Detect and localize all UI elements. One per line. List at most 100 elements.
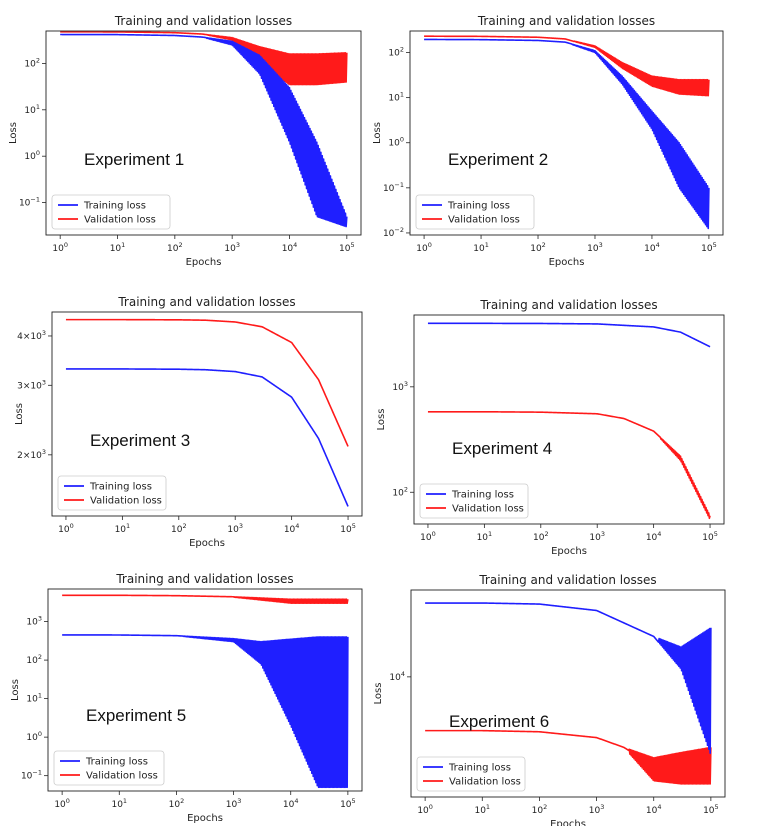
x-axis-label: Epochs (551, 546, 587, 557)
series-line-validation (423, 35, 710, 97)
y-axis-label: Loss (373, 683, 384, 705)
x-tick-label: 103 (587, 241, 603, 254)
experiment-label: Experiment 1 (84, 150, 184, 169)
chart-panel-4: Training and validation losses Epochs Loss… (376, 298, 725, 557)
series-line-validation (425, 729, 712, 785)
y-tick-label: 2×103 (17, 448, 46, 461)
plot-frame (51, 311, 363, 517)
series-line-validation (62, 594, 349, 604)
x-tick-label: 102 (533, 530, 549, 543)
x-tick-label: 104 (283, 797, 299, 810)
x-tick-label: 103 (589, 803, 605, 816)
y-tick-label: 102 (388, 46, 404, 59)
chart-panel-6: Training and validation losses Epochs Loss… (373, 573, 726, 826)
y-tick-label: 103 (26, 615, 42, 628)
plot-area (62, 594, 349, 789)
plot-area (65, 318, 349, 507)
x-tick-label: 105 (703, 803, 719, 816)
plot-frame (413, 314, 725, 525)
experiment-label: Experiment 4 (452, 439, 552, 458)
legend-label: Validation loss (86, 771, 158, 782)
plot-area (423, 35, 710, 230)
x-axis-label: Epochs (187, 813, 223, 824)
legend-label: Training loss (451, 490, 514, 501)
legend-box (415, 194, 535, 230)
plot-frame (45, 30, 362, 236)
x-tick-label: 102 (167, 241, 183, 254)
x-axis-label: Epochs (549, 257, 585, 268)
y-tick-label: 102 (392, 485, 408, 498)
legend: Training loss Validation loss (419, 483, 529, 519)
x-tick-label: 105 (339, 241, 355, 254)
x-tick-label: 101 (115, 522, 131, 535)
legend-box (416, 756, 526, 792)
series-line-validation (65, 318, 349, 447)
x-tick-label: 102 (171, 522, 187, 535)
x-tick-label: 101 (473, 241, 489, 254)
x-tick-label: 101 (474, 803, 490, 816)
legend: Training loss Validation loss (57, 475, 167, 511)
x-tick-label: 100 (54, 797, 70, 810)
legend-label: Validation loss (449, 777, 521, 788)
x-tick-label: 105 (701, 241, 717, 254)
plot-frame (410, 589, 726, 798)
x-tick-label: 101 (110, 241, 126, 254)
legend-label: Validation loss (452, 504, 524, 515)
x-tick-label: 105 (340, 797, 356, 810)
chart-title: Training and validation losses (114, 14, 292, 28)
y-tick-label: 10−2 (383, 226, 404, 239)
y-axis-label: Loss (14, 403, 25, 425)
x-tick-label: 101 (111, 797, 127, 810)
y-tick-label: 102 (24, 56, 40, 69)
x-axis-label: Epochs (550, 819, 586, 826)
plot-area (60, 31, 348, 228)
x-tick-label: 105 (340, 522, 356, 535)
x-tick-label: 103 (224, 241, 240, 254)
y-tick-label: 104 (389, 670, 405, 683)
legend-label: Training loss (85, 757, 148, 768)
experiment-label: Experiment 5 (86, 706, 186, 725)
x-tick-label: 102 (169, 797, 185, 810)
x-tick-label: 102 (530, 241, 546, 254)
plot-frame (47, 588, 363, 792)
x-tick-label: 102 (532, 803, 548, 816)
legend-label: Training loss (83, 201, 146, 212)
x-tick-label: 100 (420, 530, 436, 543)
x-tick-label: 103 (589, 530, 605, 543)
series-line-validation (60, 31, 348, 86)
plot-area (427, 322, 711, 520)
legend-box (419, 483, 529, 519)
experiment-label: Experiment 2 (448, 150, 548, 169)
chart-title: Training and validation losses (477, 14, 655, 28)
legend-label: Validation loss (84, 215, 156, 226)
chart-title: Training and validation losses (478, 573, 656, 587)
x-tick-label: 100 (58, 522, 74, 535)
x-axis-label: Epochs (186, 257, 222, 268)
y-axis-label: Loss (376, 409, 387, 431)
x-tick-label: 100 (416, 241, 432, 254)
chart-panel-3: Training and validation losses Epochs Loss… (14, 295, 363, 549)
chart-title: Training and validation losses (479, 298, 657, 312)
x-tick-label: 103 (226, 797, 242, 810)
series-line-training (62, 634, 349, 789)
legend-box (57, 475, 167, 511)
x-axis-label: Epochs (189, 538, 225, 549)
y-tick-label: 102 (26, 653, 42, 666)
x-tick-label: 104 (282, 241, 298, 254)
experiment-label: Experiment 6 (449, 712, 549, 731)
y-tick-label: 103 (392, 380, 408, 393)
legend: Training loss Validation loss (416, 756, 526, 792)
plot-frame (409, 30, 724, 236)
x-tick-label: 104 (646, 803, 662, 816)
x-tick-label: 104 (644, 241, 660, 254)
y-tick-label: 101 (24, 103, 40, 116)
legend: Training loss Validation loss (51, 194, 171, 230)
legend-box (51, 194, 171, 230)
legend-label: Validation loss (448, 215, 520, 226)
x-tick-label: 100 (52, 241, 68, 254)
y-axis-label: Loss (372, 122, 383, 144)
legend-label: Training loss (448, 763, 511, 774)
experiment-label: Experiment 3 (90, 431, 190, 450)
chart-panel-5: Training and validation losses Epochs Loss… (10, 572, 363, 824)
